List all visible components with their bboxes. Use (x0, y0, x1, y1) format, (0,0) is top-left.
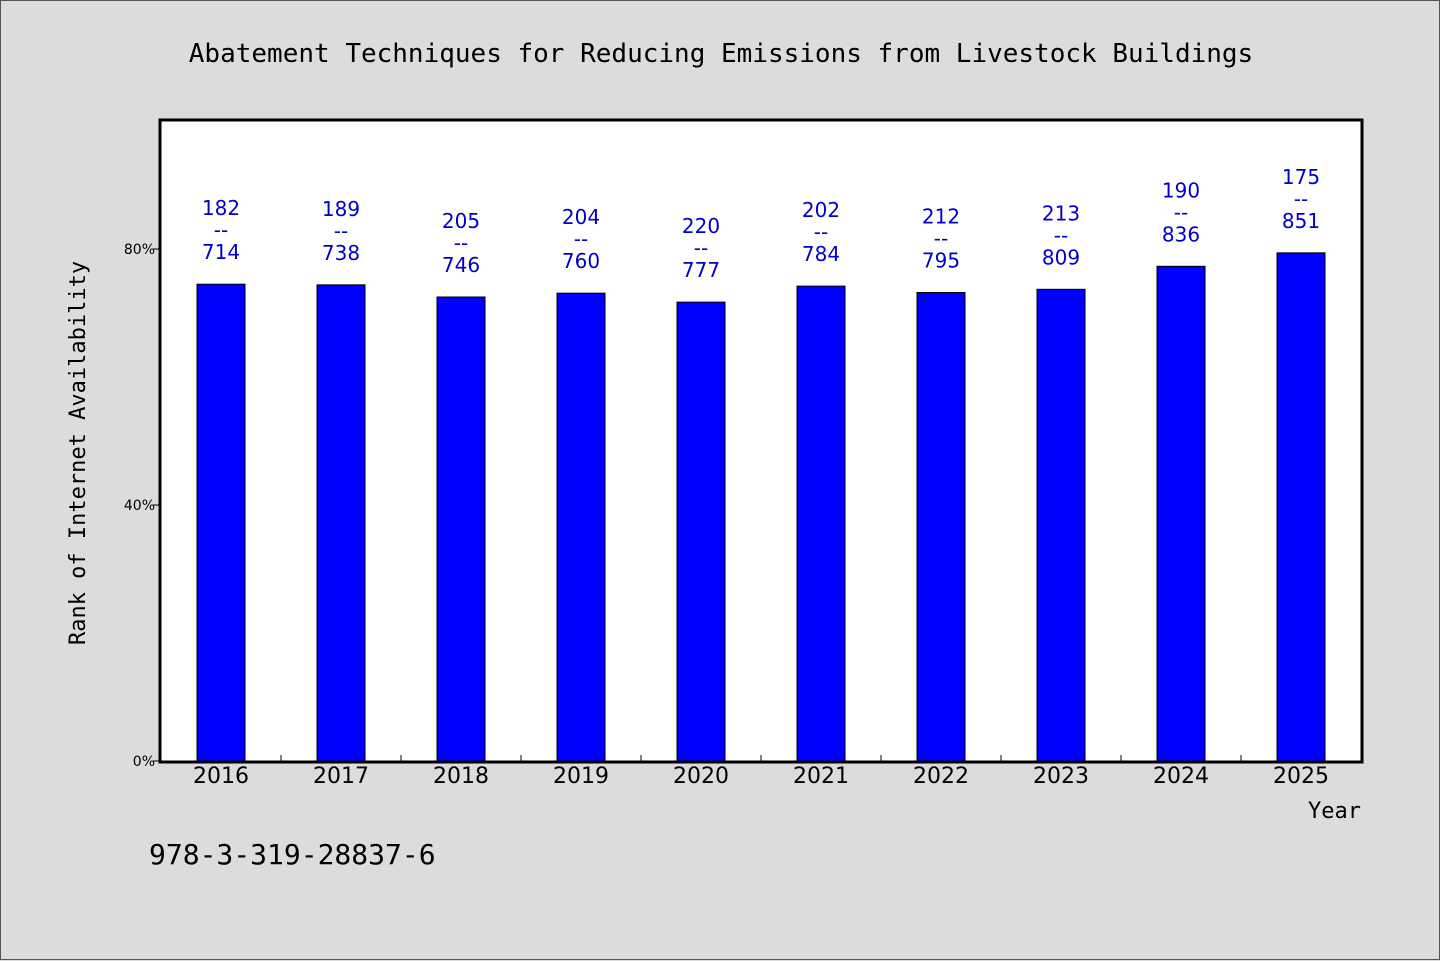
bar-value-label: 182 (202, 196, 240, 220)
bar-2021 (796, 285, 846, 762)
bar-value-label: 795 (922, 249, 960, 273)
bar-value-label: 809 (1042, 245, 1080, 269)
x-tick-label: 2016 (193, 764, 249, 789)
bar-value-label: -- (574, 227, 588, 251)
data-labels: 182--714189--738205--746204--760220--777… (202, 165, 1320, 282)
bar-value-label: 204 (562, 205, 600, 229)
bar-value-label: 760 (562, 249, 600, 273)
bar-value-label: 202 (802, 198, 840, 222)
bar-value-label: 190 (1162, 178, 1200, 202)
bar-value-label: 738 (322, 241, 360, 265)
bar-value-label: 205 (442, 209, 480, 233)
bar-value-label: -- (1054, 223, 1068, 247)
bar-value-label: 851 (1282, 209, 1320, 233)
bar-value-label: 189 (322, 197, 360, 221)
x-tick-label: 2021 (793, 764, 849, 789)
bar-value-label: -- (454, 231, 468, 255)
bar-2017 (316, 284, 366, 762)
bar-value-label: -- (214, 218, 228, 242)
bar-value-label: 175 (1282, 165, 1320, 189)
bar-value-label: -- (334, 219, 348, 243)
bar-series (196, 252, 1326, 762)
bar-value-label: -- (1174, 200, 1188, 224)
x-tick-label: 2018 (433, 764, 489, 789)
bar-value-label: -- (1294, 187, 1308, 211)
bar-2024 (1156, 265, 1206, 762)
chart-title: Abatement Techniques for Reducing Emissi… (189, 39, 1253, 69)
bar-2023 (1036, 288, 1086, 762)
y-tick-label: 40% (124, 498, 155, 514)
x-tick-label: 2025 (1273, 764, 1329, 789)
bar-2022 (916, 292, 966, 762)
bar-value-label: -- (694, 236, 708, 260)
y-axis: 0% 40% 80% (124, 242, 161, 770)
x-axis-label: Year (1308, 799, 1361, 824)
bar-value-label: 784 (802, 242, 840, 266)
bar-2016 (196, 283, 246, 762)
bar-value-label: 212 (922, 205, 960, 229)
y-tick-label: 0% (133, 754, 155, 770)
x-tick-label: 2024 (1153, 764, 1209, 789)
bar-2025 (1276, 252, 1326, 762)
bar-value-label: -- (934, 227, 948, 251)
bar-value-label: 220 (682, 214, 720, 238)
bar-2020 (676, 301, 726, 762)
x-tick-label: 2019 (553, 764, 609, 789)
bar-value-label: 746 (442, 253, 480, 277)
x-tick-label: 2017 (313, 764, 369, 789)
bar-value-label: 213 (1042, 201, 1080, 225)
bar-2018 (436, 296, 486, 762)
y-tick-label: 80% (124, 242, 155, 258)
bar-2019 (556, 292, 606, 762)
x-tick-label: 2020 (673, 764, 729, 789)
x-tick-label: 2022 (913, 764, 969, 789)
x-axis: 2016 2017 2018 2019 2020 2021 2022 2023 2024 2025 (160, 755, 1362, 789)
bar-value-label: 777 (682, 258, 720, 282)
bar-value-label: -- (814, 220, 828, 244)
bar-value-label: 836 (1162, 222, 1200, 246)
footnote-isbn: 978-3-319-28837-6 (149, 838, 436, 871)
y-axis-label: Rank of Internet Availability (66, 261, 91, 645)
x-tick-label: 2023 (1033, 764, 1089, 789)
bar-value-label: 714 (202, 240, 240, 264)
